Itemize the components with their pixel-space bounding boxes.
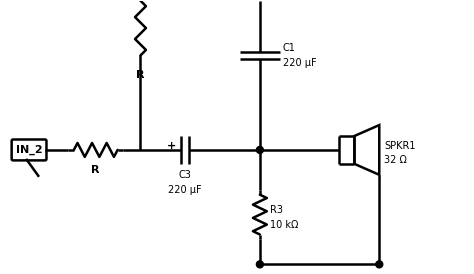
- Circle shape: [376, 261, 383, 268]
- Text: SPKR1
32 Ω: SPKR1 32 Ω: [384, 141, 416, 165]
- Text: IN_2: IN_2: [16, 145, 42, 155]
- Text: R3
10 kΩ: R3 10 kΩ: [270, 205, 298, 230]
- Text: C3
220 μF: C3 220 μF: [168, 170, 202, 195]
- Text: +: +: [167, 141, 176, 151]
- Circle shape: [256, 261, 264, 268]
- Text: R: R: [136, 70, 145, 80]
- Circle shape: [256, 146, 264, 153]
- Text: C1
220 μF: C1 220 μF: [283, 43, 316, 68]
- Text: R: R: [91, 165, 100, 175]
